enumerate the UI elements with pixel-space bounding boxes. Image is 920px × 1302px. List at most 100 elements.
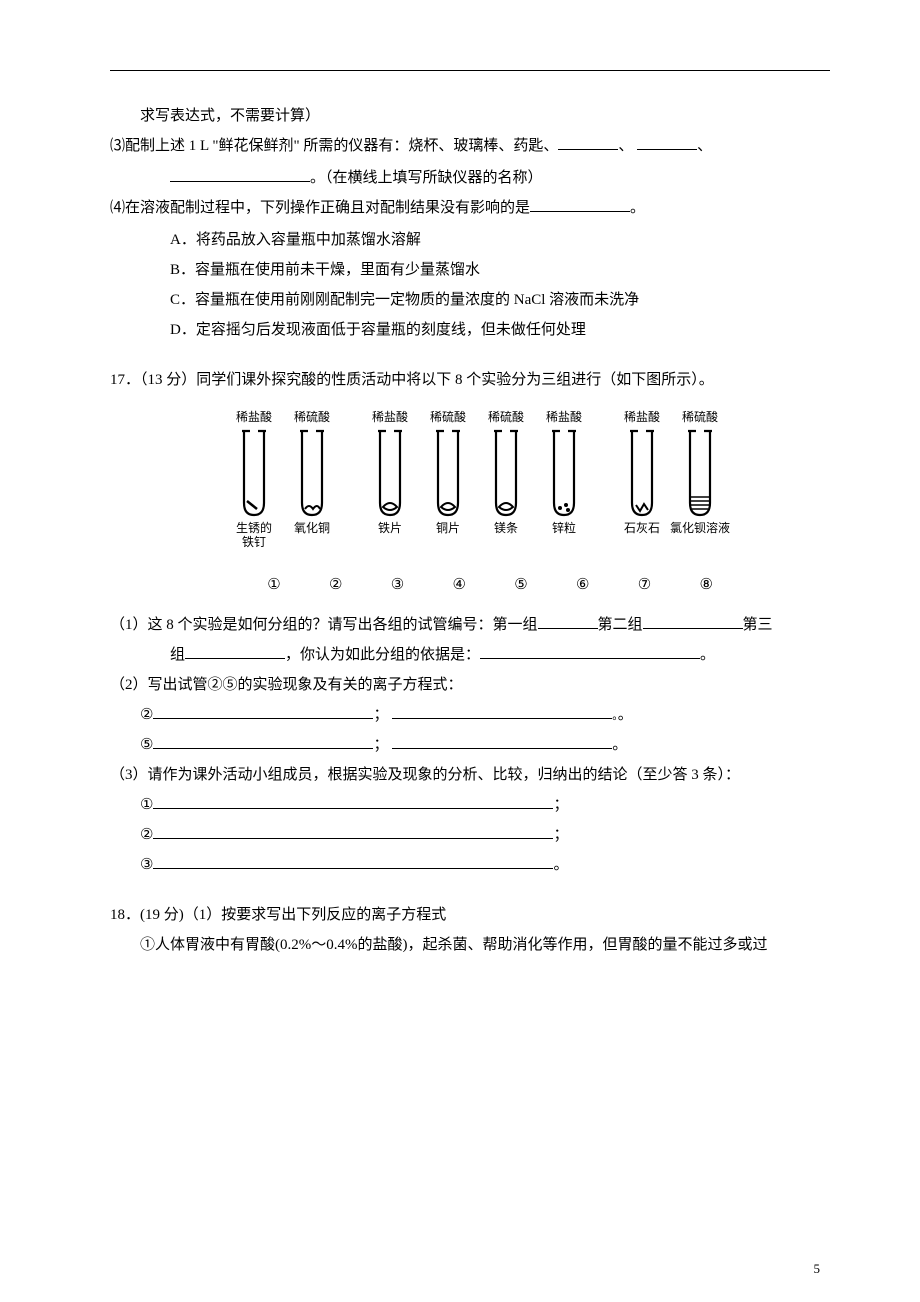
- tube-bot-2: 氧化铜: [294, 521, 330, 535]
- q17-1: （1）这 8 个实验是如何分组的？请写出各组的试管编号：第一组 第二组 第三: [110, 610, 830, 640]
- q17-1-d: 组: [170, 647, 185, 663]
- tube-top-2: 稀硫酸: [294, 405, 330, 429]
- q17-1-f: 。: [700, 647, 715, 663]
- period2: 。: [612, 737, 627, 753]
- circled-row: ① ② ③ ④ ⑤ ⑥ ⑦ ⑧: [245, 570, 830, 600]
- blank: [643, 613, 743, 629]
- tube-top-1: 稀盐酸: [236, 405, 272, 429]
- q17-1-c: 第三: [743, 617, 773, 633]
- sep1: 、: [618, 138, 633, 154]
- period1: 。: [618, 707, 633, 723]
- blank: [558, 134, 618, 150]
- q18-1: ①人体胃液中有胃酸(0.2%～0.4%的盐酸)，起杀菌、帮助消化等作用，但胃酸的…: [110, 930, 830, 960]
- circ-8: ⑧: [677, 570, 735, 600]
- tube-6: 稀盐酸 锌粒: [540, 405, 588, 550]
- q17-1-e: ，你认为如此分组的依据是：: [285, 647, 480, 663]
- q17-3-1-label: ①: [140, 797, 153, 813]
- q17-2-line2: ②； 。。: [110, 700, 830, 730]
- tube-7: 稀盐酸 石灰石: [618, 405, 666, 550]
- circ-3: ③: [369, 570, 427, 600]
- tube-icon: [239, 429, 269, 519]
- tube-bot-5: 镁条: [494, 521, 518, 535]
- tube-group-1: 稀盐酸 生锈的铁钉 稀硫酸 氧化铜: [230, 405, 336, 550]
- q16-3-text-b: 。（在横线上填写所缺仪器的名称）: [310, 170, 543, 186]
- q17-3-3: ③。: [110, 850, 830, 880]
- blank: [153, 793, 553, 809]
- top-rule: [110, 70, 830, 71]
- blank: [392, 703, 612, 719]
- tube-1: 稀盐酸 生锈的铁钉: [230, 405, 278, 550]
- tube-bot-8: 氯化钡溶液: [670, 521, 730, 535]
- tube-bot-4: 铜片: [436, 521, 460, 535]
- tube-top-8: 稀硫酸: [682, 405, 718, 429]
- tube-top-6: 稀盐酸: [546, 405, 582, 429]
- q17-2: （2）写出试管②⑤的实验现象及有关的离子方程式：: [110, 670, 830, 700]
- q17-3-2-label: ②: [140, 827, 153, 843]
- blank: [530, 196, 630, 212]
- sep2: 、: [697, 138, 712, 154]
- circ-1: ①: [245, 570, 303, 600]
- tube-bot-3: 铁片: [378, 521, 402, 535]
- blank: [480, 643, 700, 659]
- tube-top-4: 稀硫酸: [430, 405, 466, 429]
- q16-4-opt-c: C．容量瓶在使用前刚刚配制完一定物质的量浓度的 NaCl 溶液而未洗净: [110, 285, 830, 315]
- q17-2-5: ⑤: [140, 737, 153, 753]
- blank: [153, 853, 553, 869]
- tube-bot-1: 生锈的铁钉: [236, 521, 272, 550]
- semi1: ；: [373, 707, 388, 723]
- blank: [185, 643, 285, 659]
- blank: [538, 613, 598, 629]
- q17-1-b: 第二组: [598, 617, 643, 633]
- circ-2: ②: [307, 570, 365, 600]
- tube-figure: 稀盐酸 生锈的铁钉 稀硫酸 氧化铜 稀盐酸 铁片 稀硫酸 铜片 稀硫: [230, 405, 830, 550]
- q17-3: （3）请作为课外活动小组成员，根据实验及现象的分析、比较，归纳出的结论（至少答 …: [110, 760, 830, 790]
- continuation-line: 求写表达式，不需要计算）: [110, 101, 830, 131]
- q16-4-text-b: 。: [630, 200, 645, 216]
- tube-top-7: 稀盐酸: [624, 405, 660, 429]
- tube-icon: [549, 429, 579, 519]
- semi2: ；: [373, 737, 388, 753]
- q18-intro: 18．(19 分)（1）按要求写出下列反应的离子方程式: [110, 900, 830, 930]
- end-semi-1: ；: [553, 797, 568, 813]
- q16-3-line2: 。（在横线上填写所缺仪器的名称）: [110, 163, 830, 193]
- blank: [170, 166, 310, 182]
- q16-3: ⑶配制上述 1 L "鲜花保鲜剂" 所需的仪器有：烧杯、玻璃棒、药匙、、 、: [110, 131, 830, 161]
- tube-4: 稀硫酸 铜片: [424, 405, 472, 550]
- circ-5: ⑤: [492, 570, 550, 600]
- circ-7: ⑦: [616, 570, 674, 600]
- tube-group-3: 稀盐酸 石灰石 稀硫酸 氯化钡溶液: [618, 405, 724, 550]
- blank: [153, 823, 553, 839]
- q17-2-line5: ⑤ ； 。: [110, 730, 830, 760]
- tube-icon: [375, 429, 405, 519]
- tube-top-5: 稀硫酸: [488, 405, 524, 429]
- tube-2: 稀硫酸 氧化铜: [288, 405, 336, 550]
- q16-4-opt-a: A．将药品放入容量瓶中加蒸馏水溶解: [110, 225, 830, 255]
- end-semi-2: ；: [553, 827, 568, 843]
- tube-8: 稀硫酸 氯化钡溶液: [676, 405, 724, 550]
- q16-4-opt-d: D．定容摇匀后发现液面低于容量瓶的刻度线，但未做任何处理: [110, 315, 830, 345]
- circ-6: ⑥: [554, 570, 612, 600]
- q17-1-a: （1）这 8 个实验是如何分组的？请写出各组的试管编号：第一组: [110, 617, 538, 633]
- end-period: 。: [553, 857, 568, 873]
- q17-3-1: ①；: [110, 790, 830, 820]
- q16-4-text-a: ⑷在溶液配制过程中，下列操作正确且对配制结果没有影响的是: [110, 200, 530, 216]
- tube-icon: [491, 429, 521, 519]
- circ-4: ④: [430, 570, 488, 600]
- tube-icon: [297, 429, 327, 519]
- q16-4: ⑷在溶液配制过程中，下列操作正确且对配制结果没有影响的是 。: [110, 193, 830, 223]
- q17-2-2: ②: [140, 707, 153, 723]
- tube-icon: [433, 429, 463, 519]
- tube-5: 稀硫酸 镁条: [482, 405, 530, 550]
- blank: [153, 733, 373, 749]
- blank: [392, 733, 612, 749]
- tube-3: 稀盐酸 铁片: [366, 405, 414, 550]
- tube-icon: [627, 429, 657, 519]
- blank: [153, 703, 373, 719]
- blank: [637, 134, 697, 150]
- q17-3-3-label: ③: [140, 857, 153, 873]
- page: 求写表达式，不需要计算） ⑶配制上述 1 L "鲜花保鲜剂" 所需的仪器有：烧杯…: [0, 0, 920, 1302]
- q17-3-2: ②；: [110, 820, 830, 850]
- tube-bot-7: 石灰石: [624, 521, 660, 535]
- q17-intro: 17．（13 分）同学们课外探究酸的性质活动中将以下 8 个实验分为三组进行（如…: [110, 365, 830, 395]
- tube-group-2: 稀盐酸 铁片 稀硫酸 铜片 稀硫酸 镁条 稀盐酸 锌粒: [366, 405, 588, 550]
